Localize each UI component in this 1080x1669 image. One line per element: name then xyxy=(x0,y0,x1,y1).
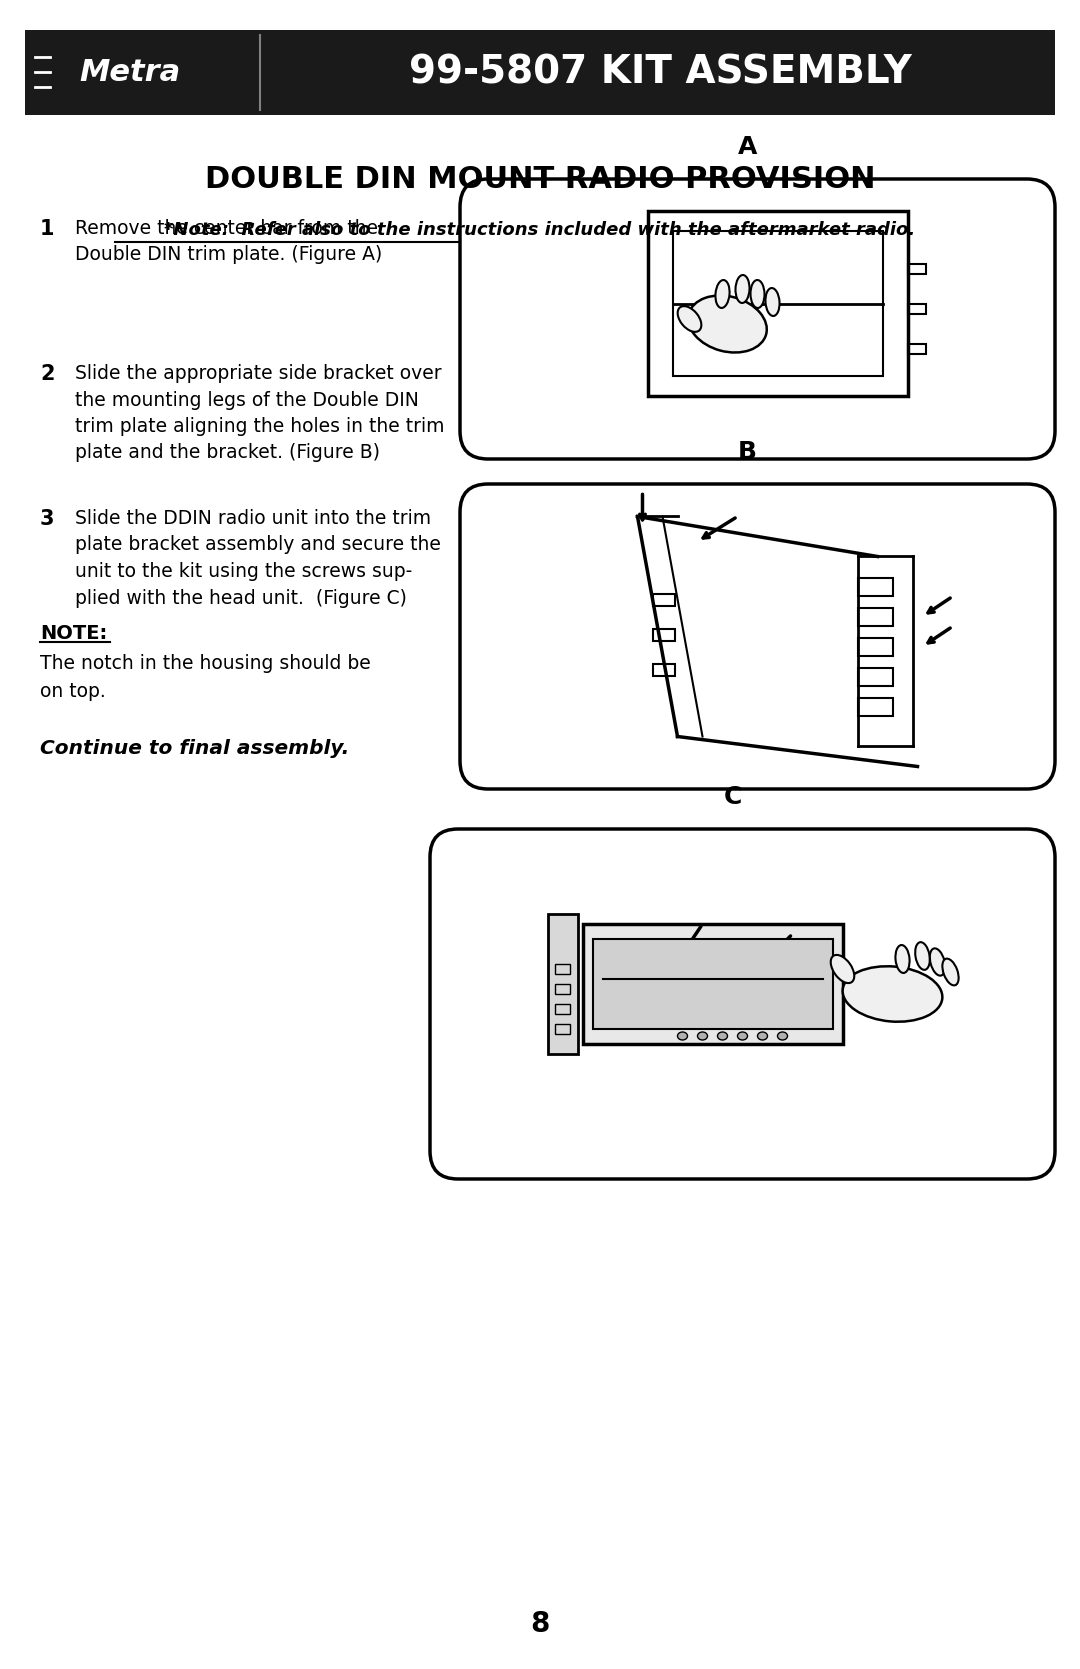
Bar xyxy=(25,30,1055,115)
Ellipse shape xyxy=(715,280,730,309)
Bar xyxy=(652,629,675,641)
Text: DOUBLE DIN MOUNT RADIO PROVISION: DOUBLE DIN MOUNT RADIO PROVISION xyxy=(205,165,875,195)
Ellipse shape xyxy=(930,948,945,976)
Text: Remove the center bar from the
Double DIN trim plate. (Figure A): Remove the center bar from the Double DI… xyxy=(75,219,382,264)
Text: 3: 3 xyxy=(40,509,54,529)
Bar xyxy=(858,669,892,686)
Text: A: A xyxy=(738,135,757,159)
Text: NOTE:: NOTE: xyxy=(40,624,107,643)
FancyBboxPatch shape xyxy=(460,179,1055,459)
Bar xyxy=(548,915,578,1055)
Ellipse shape xyxy=(778,1031,787,1040)
Bar xyxy=(673,232,882,377)
FancyBboxPatch shape xyxy=(430,829,1055,1178)
Ellipse shape xyxy=(831,955,854,983)
Ellipse shape xyxy=(943,958,959,985)
Bar xyxy=(907,344,926,354)
Ellipse shape xyxy=(751,280,765,309)
Text: Metra: Metra xyxy=(79,58,180,87)
Bar xyxy=(25,30,255,115)
Text: B: B xyxy=(738,441,757,464)
Text: 8: 8 xyxy=(530,1611,550,1637)
Ellipse shape xyxy=(895,945,909,973)
Ellipse shape xyxy=(677,305,701,332)
Bar xyxy=(907,304,926,314)
Text: Slide the appropriate side bracket over
the mounting legs of the Double DIN
trim: Slide the appropriate side bracket over … xyxy=(75,364,445,462)
Text: 99-5807 KIT ASSEMBLY: 99-5807 KIT ASSEMBLY xyxy=(408,53,912,92)
Bar xyxy=(593,940,833,1030)
Ellipse shape xyxy=(698,1031,707,1040)
Text: *Note:  Refer also to the instructions included with the aftermarket radio.: *Note: Refer also to the instructions in… xyxy=(164,220,916,239)
Ellipse shape xyxy=(915,943,930,970)
Text: C: C xyxy=(724,784,742,809)
Ellipse shape xyxy=(677,1031,688,1040)
FancyBboxPatch shape xyxy=(460,484,1055,789)
Bar xyxy=(554,965,569,975)
Bar xyxy=(554,1005,569,1015)
Bar xyxy=(652,594,675,606)
Bar xyxy=(858,609,892,626)
Ellipse shape xyxy=(688,295,767,352)
Text: The notch in the housing should be
on top.: The notch in the housing should be on to… xyxy=(40,654,370,701)
Bar xyxy=(554,1025,569,1035)
Bar xyxy=(652,664,675,676)
Ellipse shape xyxy=(738,1031,747,1040)
Ellipse shape xyxy=(735,275,750,304)
Bar xyxy=(858,579,892,596)
Bar xyxy=(648,212,907,397)
Text: 2: 2 xyxy=(40,364,54,384)
Ellipse shape xyxy=(717,1031,728,1040)
Text: Slide the DDIN radio unit into the trim
plate bracket assembly and secure the
un: Slide the DDIN radio unit into the trim … xyxy=(75,509,441,608)
Text: Continue to final assembly.: Continue to final assembly. xyxy=(40,739,349,758)
Bar xyxy=(858,699,892,716)
Bar xyxy=(554,985,569,995)
Ellipse shape xyxy=(757,1031,768,1040)
Ellipse shape xyxy=(842,966,943,1021)
Bar xyxy=(582,925,842,1045)
Bar xyxy=(907,264,926,274)
Bar xyxy=(858,639,892,656)
Ellipse shape xyxy=(766,289,780,315)
Text: 1: 1 xyxy=(40,219,54,239)
